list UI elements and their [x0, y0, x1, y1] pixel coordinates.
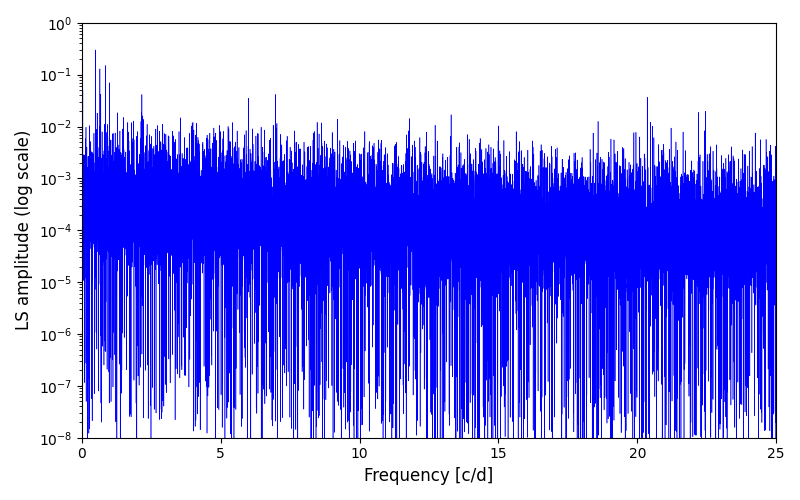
Y-axis label: LS amplitude (log scale): LS amplitude (log scale)	[15, 130, 33, 330]
X-axis label: Frequency [c/d]: Frequency [c/d]	[364, 467, 494, 485]
